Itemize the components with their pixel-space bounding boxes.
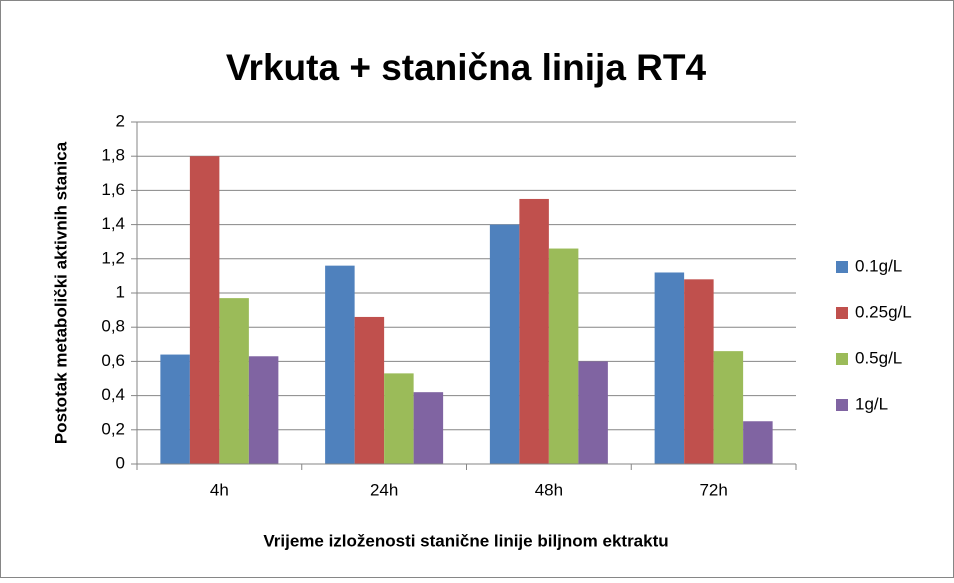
x-tick-label: 72h [699,480,727,499]
y-tick-label: 1,8 [101,146,125,165]
y-tick-label: 0,4 [101,385,125,404]
legend-swatch [836,307,848,319]
y-tick-label: 1,4 [101,214,125,233]
legend-swatch [836,261,848,273]
bar [325,265,355,464]
bar [384,373,414,464]
x-tick-label: 24h [370,480,398,499]
y-tick-label: 0 [116,453,125,472]
bar [548,248,579,464]
bar [248,356,279,464]
legend-label: 1g/L [855,394,888,413]
bar [743,421,773,464]
bar [489,224,520,464]
bar [519,198,549,464]
chart-title: Vrkuta + stanična linija RT4 [226,47,707,88]
y-tick-label: 0,2 [101,419,125,438]
legend-swatch [836,353,848,365]
legend-label: 0.25g/L [855,302,912,321]
y-tick-label: 1,6 [101,180,125,199]
bar [219,298,249,464]
y-tick-label: 0,6 [101,351,125,370]
y-tick-label: 0,8 [101,317,125,336]
bar [354,316,385,464]
y-tick-label: 2 [116,111,125,130]
bar [684,279,714,464]
bar [654,272,685,464]
bar [713,351,744,464]
y-tick-label: 1 [116,282,125,301]
legend-label: 0.5g/L [855,348,902,367]
x-tick-label: 48h [535,480,563,499]
x-tick-label: 4h [210,480,229,499]
bar [189,156,220,464]
y-axis-label: Postotak metabolički aktivnih stanica [51,141,70,444]
x-axis-label: Vrijeme izloženosti stanične linije bilj… [263,531,668,550]
legend-swatch [836,399,848,411]
bar [160,354,190,464]
bar [413,392,444,464]
legend-label: 0.1g/L [855,256,902,275]
y-tick-label: 1,2 [101,248,125,267]
bar [578,361,608,464]
